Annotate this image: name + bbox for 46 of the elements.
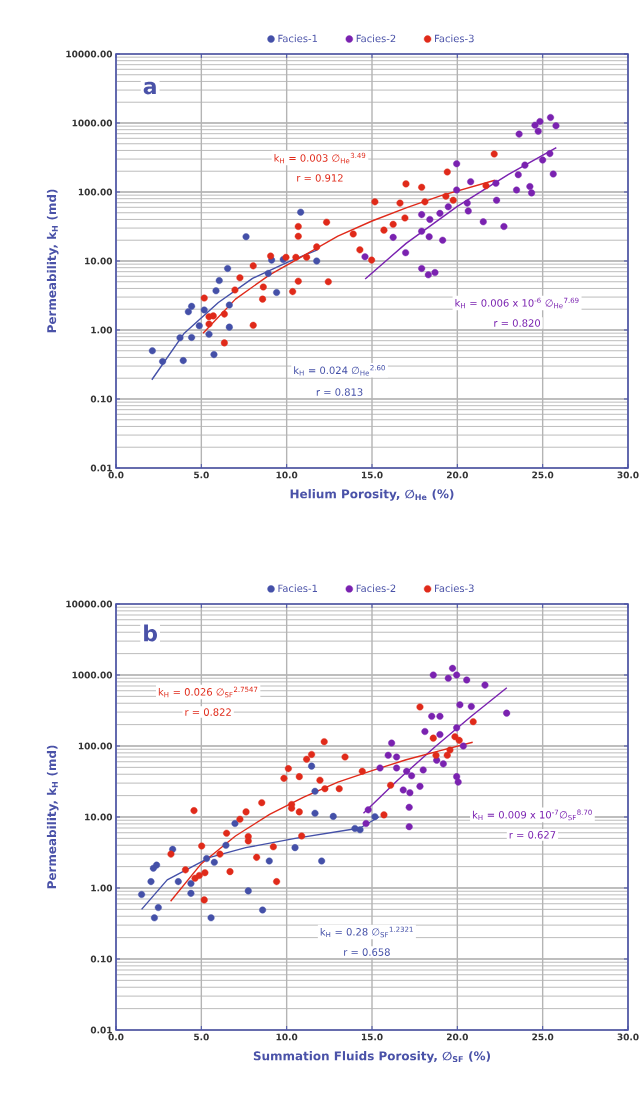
- legend-label: Facies-3: [435, 584, 474, 593]
- y-tick-label: 1000.00: [72, 671, 113, 679]
- x-tick-label: 20.0: [446, 1033, 468, 1041]
- legend-label: Facies-3: [435, 34, 474, 43]
- x-tick-label: 0.0: [108, 1033, 124, 1041]
- y-tick-label: 0.10: [90, 955, 113, 963]
- annotation: r = 0.820: [494, 319, 541, 327]
- y-tick-label: 1.00: [91, 326, 113, 334]
- x-tick-label: 0.0: [108, 471, 124, 479]
- y-tick-label: 100.00: [78, 188, 113, 196]
- x-tick-label: 5.0: [194, 1033, 209, 1041]
- y-tick-label: 100.00: [78, 742, 113, 750]
- annotation: a: [143, 81, 156, 95]
- x-tick-label: 25.0: [532, 471, 554, 479]
- y-tick-label: 10000.00: [66, 50, 113, 58]
- y-tick-label: 10000.00: [66, 600, 113, 608]
- x-tick-label: 20.0: [446, 471, 468, 479]
- y-tick-label: 10.00: [85, 257, 113, 265]
- x-tick-label: 10.0: [276, 1033, 298, 1041]
- x-tick-label: 5.0: [194, 471, 209, 479]
- x-axis-title: Helium Porosity, ∅$_{He}$ (%): [290, 489, 454, 501]
- legend-label: Facies-1: [278, 34, 318, 43]
- x-tick-label: 30.0: [617, 1033, 639, 1041]
- y-axis-title: Permeability, k$_{H}$ (md): [46, 745, 59, 889]
- y-tick-label: 1.00: [91, 884, 113, 892]
- x-tick-label: 15.0: [361, 1033, 383, 1041]
- y-tick-label: 0.01: [90, 464, 112, 472]
- annotation: r = 0.813: [316, 388, 363, 396]
- y-tick-label: 10.00: [85, 813, 113, 821]
- y-axis-title: Permeability, k$_{H}$ (md): [46, 189, 59, 333]
- x-axis-title: Summation Fluids Porosity, ∅$_{SF}$ (%): [253, 1051, 491, 1063]
- annotation: r = 0.658: [344, 948, 390, 956]
- x-tick-label: 15.0: [361, 471, 383, 479]
- legend-label: Facies-1: [278, 584, 318, 593]
- legend-label: Facies-2: [356, 34, 396, 43]
- x-tick-label: 10.0: [276, 471, 298, 479]
- y-tick-label: 1000.00: [72, 119, 113, 127]
- annotation: r = 0.912: [297, 174, 343, 182]
- x-tick-label: 30.0: [617, 471, 639, 479]
- y-tick-label: 0.01: [90, 1026, 112, 1034]
- x-tick-label: 25.0: [532, 1033, 554, 1041]
- annotation: r = 0.627: [509, 831, 556, 839]
- annotation: b: [144, 624, 157, 642]
- y-tick-label: 0.10: [90, 395, 113, 403]
- legend-label: Facies-2: [356, 584, 396, 593]
- annotation: r = 0.822: [185, 708, 231, 716]
